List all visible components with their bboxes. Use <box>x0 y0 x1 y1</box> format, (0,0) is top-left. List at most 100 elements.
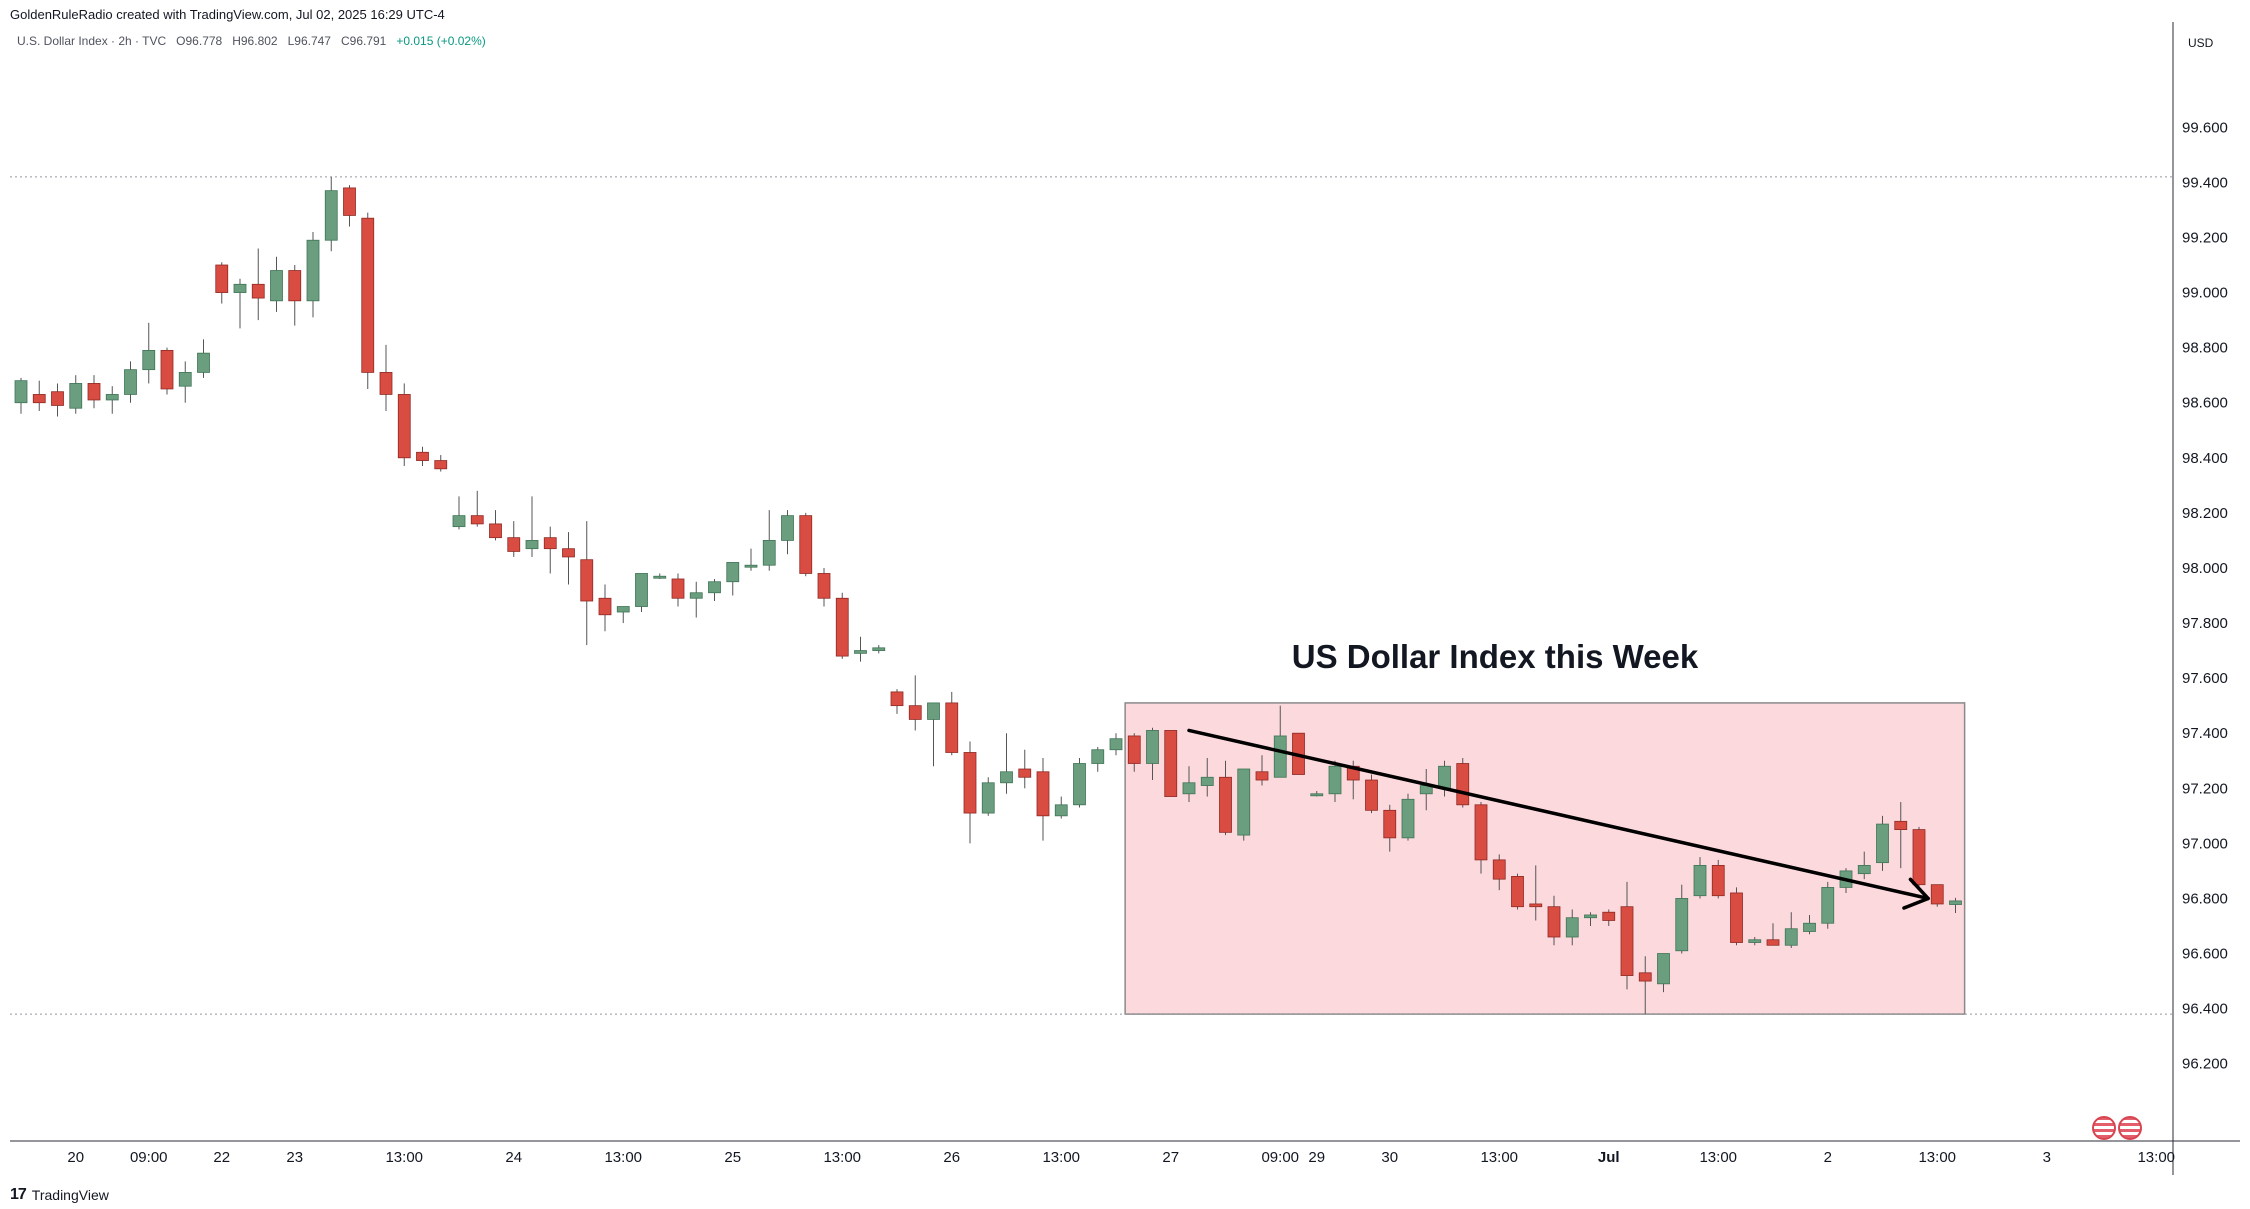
candle <box>580 521 594 646</box>
price-tick-label: 99.000 <box>2182 285 2228 302</box>
candle <box>306 231 320 318</box>
candle-body-down <box>817 573 831 599</box>
price-tick-label: 99.400 <box>2182 174 2228 191</box>
time-tick-label: 13:00 <box>1480 1149 1518 1166</box>
candle <box>1146 727 1159 781</box>
candle-body-down <box>835 597 849 657</box>
candle-body-up <box>1091 749 1105 764</box>
candle <box>1182 766 1196 803</box>
candle <box>1711 859 1725 899</box>
chart-title: US Dollar Index this Week <box>1292 638 1699 675</box>
candle-body-down <box>470 515 484 525</box>
candle-body-up <box>1748 939 1762 943</box>
candle-body-up <box>1565 917 1579 938</box>
price-tick-label: 98.600 <box>2182 395 2228 412</box>
candle-body-down <box>1018 768 1032 778</box>
time-axis[interactable]: 20 09:00 22 23 13:00 24 13:00 25 13:00 26 13:00 27 0… <box>67 1149 2175 1166</box>
time-tick-label: Jul <box>1598 1149 1620 1166</box>
candle-body-down <box>963 752 977 814</box>
candle <box>1474 802 1488 874</box>
candle <box>178 361 192 403</box>
candle <box>981 777 995 816</box>
candle-body-down <box>288 270 302 302</box>
candle <box>1529 865 1543 921</box>
candle-body-down <box>1730 892 1743 943</box>
price-axis[interactable]: 99.600 99.400 99.200 99.000 98.800 98.600 98.4… <box>2182 119 2228 1072</box>
candle-body-up <box>1182 782 1196 795</box>
reference-lines <box>10 176 2173 1015</box>
candle <box>1547 895 1561 946</box>
candle <box>87 375 101 409</box>
candle <box>1091 746 1105 772</box>
chart-credit: GoldenRuleRadio created with TradingView… <box>10 7 445 22</box>
candle-body-up <box>1000 771 1013 784</box>
candle-body-down <box>87 383 101 401</box>
candle-body-down <box>1219 776 1232 833</box>
tradingview-logo[interactable]: 17 TradingView <box>10 1186 109 1204</box>
candles-group <box>14 176 1962 1015</box>
candle-body-up <box>616 606 630 613</box>
candle <box>1383 804 1397 852</box>
candle-body-down <box>1894 820 1908 830</box>
candle <box>1054 796 1068 819</box>
candle-body-down <box>1365 779 1378 811</box>
currency-label[interactable]: USD <box>2188 36 2214 50</box>
time-tick-label: 13:00 <box>2137 1149 2175 1166</box>
candle <box>51 383 64 417</box>
candle-body-down <box>580 559 594 602</box>
candle <box>1784 912 1798 949</box>
candle <box>854 636 867 662</box>
price-tick-label: 96.800 <box>2182 890 2228 907</box>
time-tick-label: 09:00 <box>130 1149 168 1166</box>
candle-body-down <box>1255 771 1269 781</box>
candle <box>598 584 612 632</box>
candle <box>1620 881 1634 990</box>
candle-body-down <box>51 391 64 406</box>
price-tick-label: 99.600 <box>2182 119 2228 136</box>
candle-body-up <box>1310 793 1324 797</box>
candle <box>270 256 283 312</box>
candle <box>1200 757 1214 797</box>
candle-body-up <box>270 270 283 302</box>
candle <box>124 361 137 403</box>
candle <box>434 455 448 472</box>
price-tick-label: 97.800 <box>2182 615 2228 632</box>
price-tick-label: 97.200 <box>2182 780 2228 797</box>
candle <box>872 645 886 654</box>
candle-body-down <box>890 691 904 707</box>
price-tick-label: 99.200 <box>2182 229 2228 246</box>
candle-body-down <box>397 394 411 459</box>
candle-body-up <box>105 394 119 401</box>
candle <box>653 573 667 579</box>
candle-body-up <box>1273 735 1287 778</box>
candle-body-up <box>124 369 137 395</box>
candle <box>379 344 393 411</box>
candle-body-down <box>379 372 393 395</box>
candle <box>543 526 557 574</box>
price-tick-label: 97.400 <box>2182 725 2228 742</box>
candle-body-down <box>543 537 557 550</box>
candle-body-down <box>416 451 429 461</box>
candle <box>890 689 904 714</box>
candle <box>251 248 265 321</box>
candle <box>835 592 849 659</box>
symbol-name[interactable]: U.S. Dollar Index · 2h · TVC <box>17 34 167 48</box>
candle <box>489 510 502 541</box>
candle <box>1748 937 1762 946</box>
time-tick-label: 25 <box>724 1149 741 1166</box>
candle <box>781 510 794 555</box>
candle-body-up <box>452 515 466 528</box>
open-value: O96.778 <box>176 34 223 48</box>
time-tick-label: 29 <box>1308 1149 1325 1166</box>
high-value: H96.802 <box>232 34 278 48</box>
candle <box>1073 757 1086 808</box>
candle <box>1912 826 1926 888</box>
candle-body-up <box>872 647 886 651</box>
candle <box>1894 802 1908 869</box>
candle <box>1310 791 1324 797</box>
time-tick-label: 23 <box>286 1149 303 1166</box>
candle <box>1638 956 1652 1015</box>
candle-body-up <box>1146 730 1159 764</box>
candle <box>1675 884 1689 954</box>
